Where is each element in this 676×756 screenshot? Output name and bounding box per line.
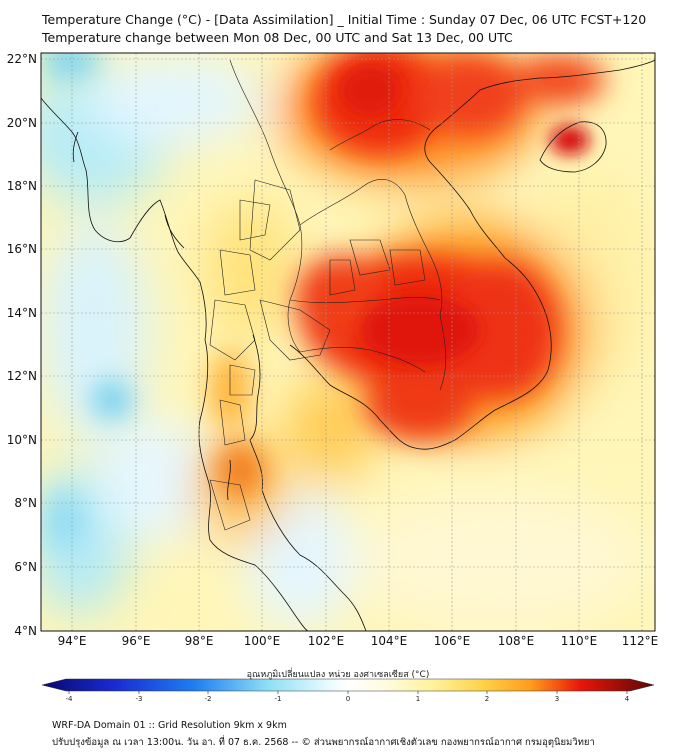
map-title-line2: Temperature change between Mon 08 Dec, 0… — [42, 30, 513, 45]
lon-label: 98°E — [185, 634, 214, 648]
graticule — [41, 53, 655, 631]
latitude-labels: 22°N 20°N 18°N 16°N 14°N 12°N 10°N 8°N 6… — [7, 52, 37, 638]
lon-label: 112°E — [622, 634, 659, 648]
lat-label: 14°N — [7, 306, 37, 320]
colorbar: -4 -3 -2 -1 0 1 2 3 4 — [41, 678, 655, 703]
colorbar-tick: 1 — [416, 695, 420, 703]
lon-label: 100°E — [244, 634, 281, 648]
colorbar-tick: -1 — [275, 695, 282, 703]
map-frame — [40, 52, 656, 632]
lon-label: 108°E — [498, 634, 535, 648]
colorbar-tick: 4 — [625, 695, 630, 703]
lat-label: 22°N — [7, 52, 37, 66]
temperature-field — [41, 53, 655, 631]
colorbar-tick: 3 — [555, 695, 559, 703]
colorbar-tick: -4 — [66, 695, 74, 703]
lat-label: 12°N — [7, 369, 37, 383]
lon-label: 106°E — [434, 634, 471, 648]
longitude-labels: 94°E 96°E 98°E 100°E 102°E 104°E 106°E 1… — [58, 634, 659, 648]
lat-label: 10°N — [7, 433, 37, 447]
lat-label: 20°N — [7, 116, 37, 130]
colorbar-title: อุณหภูมิเปลี่ยนแปลง หน่วย องศาเซลเซียส (… — [246, 670, 430, 680]
lat-label: 4°N — [14, 624, 37, 638]
colorbar-tick: -3 — [136, 695, 143, 703]
lon-label: 110°E — [561, 634, 598, 648]
lon-label: 102°E — [308, 634, 345, 648]
colorbar-tick: -2 — [205, 695, 212, 703]
footer-credit: ปรับปรุงข้อมูล ณ เวลา 13:00น. วัน อา. ที… — [52, 737, 595, 748]
colorbar-tick: 0 — [346, 695, 350, 703]
lon-label: 94°E — [58, 634, 87, 648]
lat-label: 8°N — [14, 496, 37, 510]
map-title-line1: Temperature Change (°C) - [Data Assimila… — [42, 12, 647, 27]
colorbar-tick: 2 — [485, 695, 489, 703]
lon-label: 104°E — [371, 634, 408, 648]
lat-label: 18°N — [7, 179, 37, 193]
lon-label: 96°E — [122, 634, 151, 648]
admin-borders — [209, 59, 447, 531]
footer-model-info: WRF-DA Domain 01 :: Grid Resolution 9km … — [52, 720, 287, 731]
lat-label: 16°N — [7, 242, 37, 256]
lat-label: 6°N — [14, 560, 37, 574]
